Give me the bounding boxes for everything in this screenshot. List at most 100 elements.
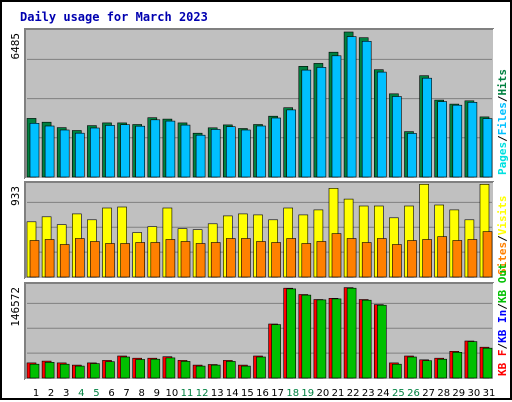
bar-kb-out-day-28 [437, 358, 448, 379]
x-tick-label-day-28: 28 [437, 388, 450, 399]
bar-sites-day-17 [271, 242, 281, 278]
bar-sites-day-19 [301, 243, 312, 278]
bar-sites-day-30 [467, 239, 478, 278]
bar-files-day-24 [376, 71, 387, 178]
bar-files-day-26 [407, 133, 417, 178]
bar-kb-out-day-2 [44, 361, 55, 379]
bar-kb-out-day-22 [346, 287, 357, 379]
x-tick-label-day-27: 27 [422, 388, 435, 399]
x-tick-label-day-10: 10 [166, 388, 179, 399]
bar-sites-day-9 [150, 242, 161, 278]
x-tick-label-day-18: 18 [286, 388, 299, 399]
bar-files-day-17 [271, 117, 281, 178]
bar-sites-day-12 [195, 243, 206, 278]
panel-visits-sites-legend: Sites/Visits [496, 196, 509, 276]
bar-sites-day-5 [90, 241, 100, 278]
panel-visits-sites-bevel-dark [24, 181, 494, 279]
bar-files-day-30 [467, 102, 478, 178]
panel-kbf-kbin-kbout-ymax-label: 146572 [9, 287, 22, 327]
bar-sites-day-6 [105, 243, 115, 278]
legend-entry-kb-in: KB In [496, 310, 509, 343]
x-tick-label-day-23: 23 [362, 388, 375, 399]
legend-entry-files: Files [496, 102, 509, 135]
bar-kb-out-day-3 [59, 363, 70, 379]
x-tick-label-day-30: 30 [468, 388, 481, 399]
x-tick-label-day-15: 15 [241, 388, 254, 399]
bar-sites-day-4 [75, 238, 85, 278]
bar-files-day-16 [256, 125, 266, 178]
x-tick-label-day-31: 31 [483, 388, 496, 399]
bar-kb-out-day-4 [75, 365, 85, 379]
bar-kb-out-day-19 [301, 294, 312, 379]
legend-entry-sites: Sites [496, 242, 509, 275]
bar-files-day-22 [346, 36, 357, 178]
bar-kb-out-day-31 [482, 347, 493, 379]
x-tick-label-day-2: 2 [48, 388, 54, 399]
bar-files-day-19 [301, 69, 312, 178]
bar-kb-out-day-7 [120, 356, 130, 379]
bar-sites-day-13 [210, 242, 221, 278]
x-tick-label-day-14: 14 [226, 388, 239, 399]
bar-kb-out-day-1 [29, 363, 40, 379]
bar-sites-day-31 [482, 231, 493, 278]
bar-files-day-12 [195, 134, 206, 178]
x-tick-label-day-6: 6 [108, 388, 114, 399]
bar-files-day-25 [392, 96, 402, 178]
bar-kb-out-day-12 [195, 365, 206, 379]
bar-sites-day-24 [376, 238, 387, 278]
bar-sites-day-22 [346, 238, 357, 278]
x-tick-label-day-16: 16 [256, 388, 269, 399]
bar-files-day-3 [59, 129, 70, 178]
x-tick-label-day-1: 1 [33, 388, 39, 399]
bar-sites-day-29 [452, 240, 463, 278]
legend-entry-kb-f: KB F [496, 350, 509, 377]
bar-sites-day-25 [392, 244, 402, 278]
bar-files-day-21 [331, 55, 342, 178]
legend-entry-hits: Hits [496, 69, 509, 96]
x-tick-label-day-5: 5 [93, 388, 99, 399]
x-tick-label-day-26: 26 [407, 388, 420, 399]
bar-files-day-15 [241, 129, 251, 178]
bar-kb-out-day-11 [180, 361, 191, 379]
panel-kbf-kbin-kbout-bevel-light [25, 283, 495, 381]
bar-sites-day-18 [286, 238, 297, 278]
bar-files-day-4 [75, 132, 85, 178]
bar-kb-out-day-5 [90, 363, 100, 379]
bar-files-day-28 [437, 101, 448, 178]
bar-files-day-7 [120, 124, 130, 178]
bar-kb-out-day-16 [256, 356, 266, 379]
bar-files-day-14 [226, 126, 236, 178]
bar-sites-day-27 [422, 239, 432, 278]
panel-kbf-kbin-kbout-legend: KB F/KB In/KB Out [496, 263, 509, 376]
bar-kb-out-day-18 [286, 288, 297, 379]
bar-sites-day-21 [331, 233, 342, 278]
x-tick-label-day-17: 17 [271, 388, 284, 399]
bar-kb-out-day-6 [105, 361, 115, 379]
legend-entry-visits: Visits [496, 196, 509, 236]
bar-sites-day-11 [180, 241, 191, 278]
bar-files-day-20 [316, 67, 327, 178]
bar-sites-day-7 [120, 243, 130, 278]
x-tick-label-day-13: 13 [211, 388, 224, 399]
bar-files-day-18 [286, 109, 297, 178]
bar-sites-day-28 [437, 236, 448, 278]
bar-sites-day-3 [59, 244, 70, 278]
chart-title: Daily usage for March 2023 [20, 10, 208, 24]
bar-files-day-23 [361, 40, 372, 178]
bar-files-day-6 [105, 125, 115, 178]
x-tick-label-day-12: 12 [196, 388, 209, 399]
bar-kb-out-day-29 [452, 351, 463, 379]
x-tick-label-day-9: 9 [154, 388, 160, 399]
bar-kb-out-day-17 [271, 324, 281, 379]
bar-kb-out-day-25 [392, 363, 402, 379]
panel-hits-files-pages-ymax-label: 6485 [9, 33, 22, 60]
x-tick-label-day-7: 7 [123, 388, 129, 399]
x-tick-label-day-11: 11 [181, 388, 194, 399]
bar-sites-day-26 [407, 240, 417, 278]
panel-kbf-kbin-kbout-bevel-dark [24, 282, 494, 380]
legend-entry-pages: Pages [496, 142, 509, 175]
bar-sites-day-8 [135, 242, 145, 278]
bar-kb-out-day-14 [226, 361, 236, 379]
